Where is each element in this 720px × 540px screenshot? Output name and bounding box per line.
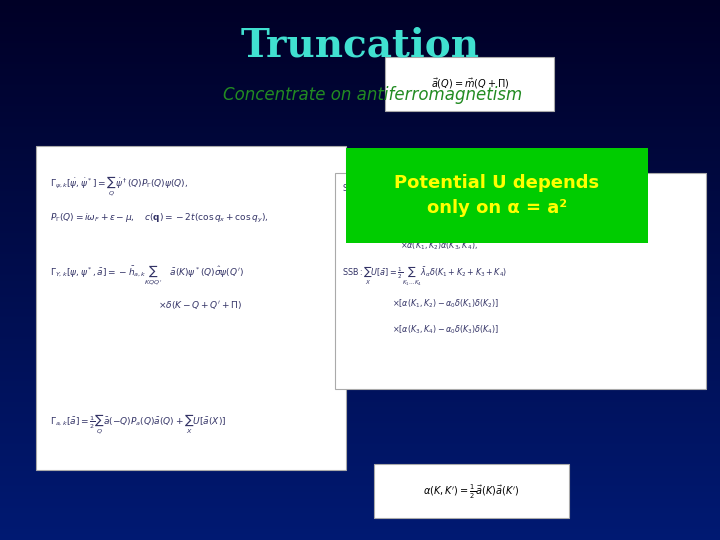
- Text: $\Gamma_{\psi,k}[\dot{\psi}, \dot{\psi}^*] = \sum_Q \dot{\psi}^\dagger(Q) P_\Gam: $\Gamma_{\psi,k}[\dot{\psi}, \dot{\psi}^…: [50, 174, 189, 198]
- FancyBboxPatch shape: [385, 57, 554, 111]
- Text: $P_\Gamma(Q) = i\omega_F + \epsilon - \mu, \quad c(\mathbf{q}) = -2t(\cos q_x + : $P_\Gamma(Q) = i\omega_F + \epsilon - \m…: [50, 212, 269, 225]
- FancyBboxPatch shape: [346, 148, 648, 243]
- Text: Potential U depends
only on α = a²: Potential U depends only on α = a²: [395, 174, 599, 217]
- Text: $\times[\alpha(K_1,K_2) - \alpha_0\delta(K_1)\delta(K_2)]$: $\times[\alpha(K_1,K_2) - \alpha_0\delta…: [392, 297, 500, 310]
- Text: $\Gamma_{a,k}[\bar{a}] = \frac{1}{2}\sum_Q \bar{a}(-Q)P_a(Q)\bar{a}(Q) + \sum_X : $\Gamma_{a,k}[\bar{a}] = \frac{1}{2}\sum…: [50, 412, 227, 436]
- Text: $\Gamma_{Y,k}[\psi, \psi^*, \bar{a}] = -\bar{h}_{a,k} \sum_{KQQ'} \quad \bar{a}(: $\Gamma_{Y,k}[\psi, \psi^*, \bar{a}] = -…: [50, 264, 244, 287]
- FancyBboxPatch shape: [335, 173, 706, 389]
- Text: $\mathrm{SYM}: \sum_X U[\bar{a}] = \sum_K \bar{m}_0^2\alpha(-K,K) +$: $\mathrm{SYM}: \sum_X U[\bar{a}] = \sum_…: [342, 180, 460, 203]
- FancyBboxPatch shape: [36, 146, 346, 470]
- Text: $\times\alpha(K_1,K_2)\alpha(K_3,K_4),$: $\times\alpha(K_1,K_2)\alpha(K_3,K_4),$: [400, 239, 477, 252]
- FancyBboxPatch shape: [374, 464, 569, 518]
- Text: $+\frac{1}{2} \sum_{K_1\ldots K_4} \bar{\lambda}_\alpha\delta(K_1+K_2+K_3+K_4)$: $+\frac{1}{2} \sum_{K_1\ldots K_4} \bar{…: [389, 207, 505, 231]
- Text: $\times \delta(K - Q + Q' + \Pi)$: $\times \delta(K - Q + Q' + \Pi)$: [158, 299, 243, 311]
- Text: $\mathrm{SSB}: \sum_X U[\bar{a}] = \frac{1}{2} \sum_{K_1\ldots K_4} \bar{\lambda: $\mathrm{SSB}: \sum_X U[\bar{a}] = \frac…: [342, 265, 508, 288]
- Text: $\alpha(K,K') = \frac{1}{2}\vec{a}(K)\vec{a}(K')$: $\alpha(K,K') = \frac{1}{2}\vec{a}(K)\ve…: [423, 482, 520, 501]
- Text: $\times[\alpha(K_3,K_4) - \alpha_0\delta(K_3)\delta(K_4)]$: $\times[\alpha(K_3,K_4) - \alpha_0\delta…: [392, 323, 500, 336]
- Text: Truncation: Truncation: [240, 27, 480, 65]
- Text: Concentrate on antiferromagnetism: Concentrate on antiferromagnetism: [223, 85, 523, 104]
- Text: $\vec{a}(Q) = \vec{m}(Q + \Pi)$: $\vec{a}(Q) = \vec{m}(Q + \Pi)$: [431, 77, 509, 91]
